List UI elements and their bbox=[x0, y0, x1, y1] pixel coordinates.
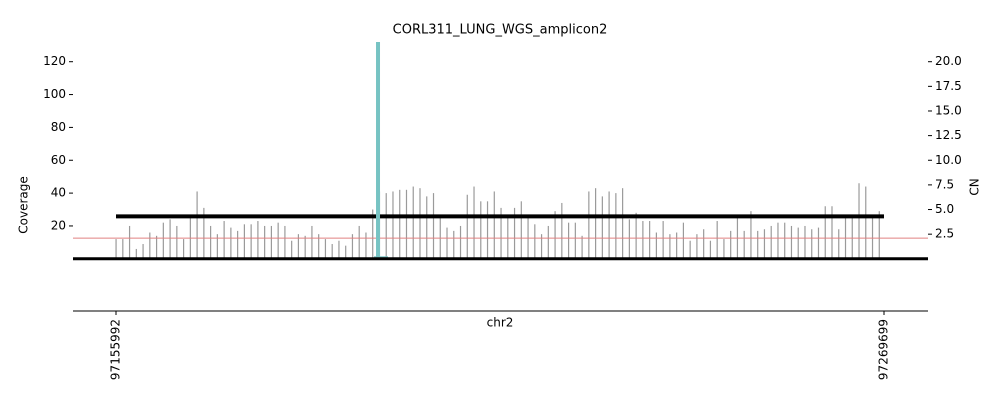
y-tick-label: 100 bbox=[43, 87, 66, 101]
y2-tick-label: 15.0 bbox=[935, 103, 962, 117]
y2-axis-label: CN bbox=[968, 178, 982, 195]
chart-title: CORL311_LUNG_WGS_amplicon2 bbox=[393, 23, 608, 38]
y-tick-label: 40 bbox=[51, 186, 66, 200]
y2-tick-label: 2.5 bbox=[935, 227, 954, 241]
x-tick-label: 97155992 bbox=[109, 319, 123, 380]
y-tick-label: 120 bbox=[43, 54, 66, 68]
x-axis-label: chr2 bbox=[487, 316, 514, 330]
y2-tick-label: 5.0 bbox=[935, 202, 954, 216]
y2-tick-label: 7.5 bbox=[935, 177, 954, 191]
x-tick-label: 97269699 bbox=[876, 319, 890, 380]
y2-tick-label: 10.0 bbox=[935, 153, 962, 167]
y2-tick-label: 20.0 bbox=[935, 54, 962, 68]
y2-tick-label: 12.5 bbox=[935, 128, 962, 142]
y-tick-label: 80 bbox=[51, 120, 66, 134]
y-tick-label: 60 bbox=[51, 153, 66, 167]
y-tick-label: 20 bbox=[51, 218, 66, 232]
y2-tick-label: 17.5 bbox=[935, 79, 962, 93]
y-axis-label: Coverage bbox=[17, 176, 31, 234]
